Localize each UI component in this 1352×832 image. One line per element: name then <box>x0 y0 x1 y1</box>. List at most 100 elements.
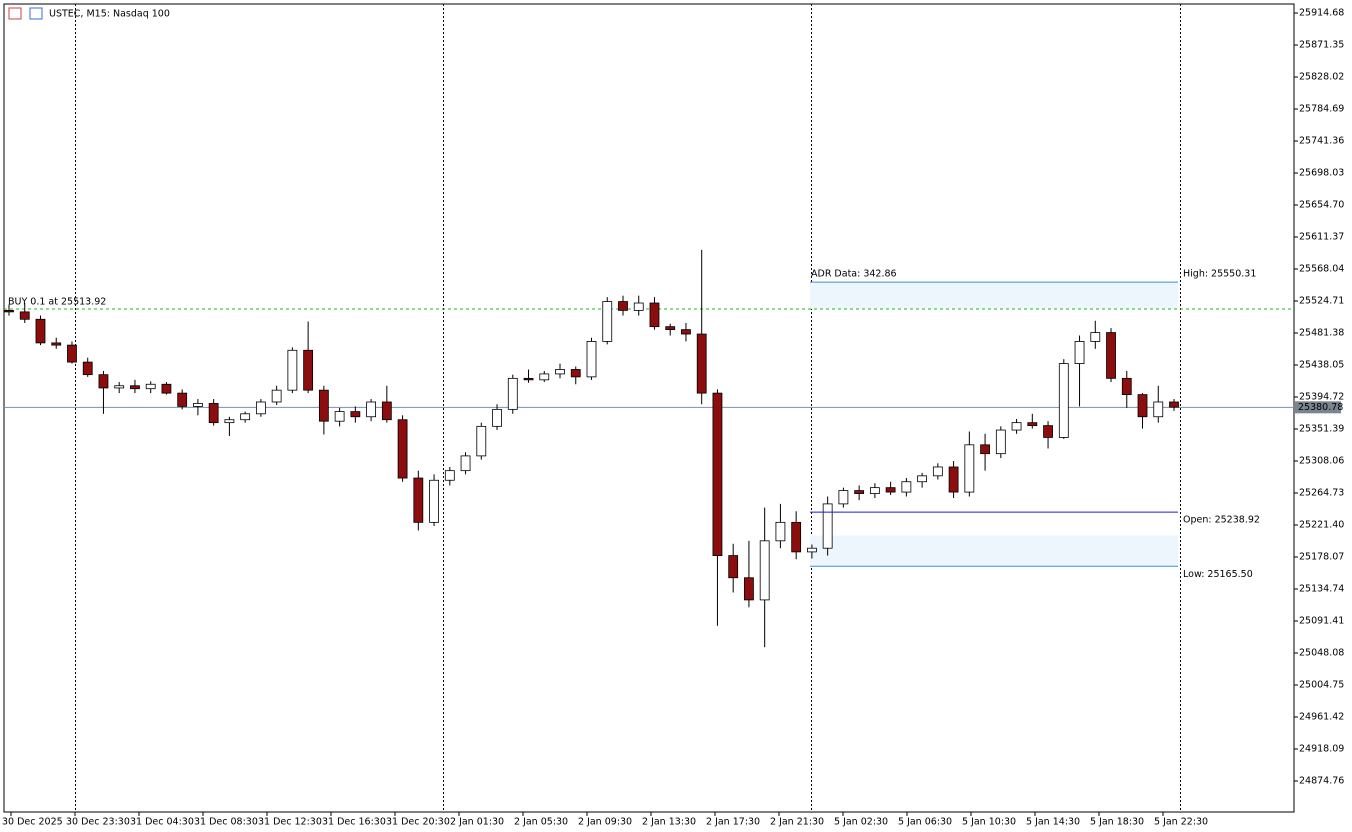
candle-body <box>255 401 266 415</box>
candle-body <box>350 411 361 418</box>
candle-body <box>523 377 534 381</box>
candle-body <box>303 349 314 391</box>
candle-body <box>208 403 219 424</box>
adr-level-label: Open: 25238.92 <box>1183 515 1260 526</box>
candle-body <box>586 341 597 378</box>
candle-body <box>240 413 251 421</box>
candle-body <box>35 318 46 344</box>
candle-body <box>145 383 156 390</box>
candle-body <box>1106 332 1116 379</box>
candle-body <box>397 419 408 479</box>
candle-body <box>1027 422 1038 427</box>
candle-body <box>177 392 188 407</box>
adr-level-label: High: 25550.31 <box>1183 269 1256 280</box>
x-tick-label: 31 Dec 04:30 <box>130 817 194 828</box>
candle-body <box>1058 363 1069 438</box>
candle-body <box>444 470 455 481</box>
candle-body <box>19 311 30 320</box>
x-tick-label: 2 Jan 17:30 <box>706 817 760 828</box>
candle-body <box>287 349 298 391</box>
candle-body <box>161 383 172 394</box>
y-tick-label: 25264.73 <box>1299 488 1344 499</box>
candle-body <box>1043 425 1053 438</box>
y-tick-label: 25828.02 <box>1299 72 1344 83</box>
x-tick-label: 2 Jan 21:30 <box>770 817 824 828</box>
candle-body <box>633 302 644 311</box>
x-tick-label: 30 Dec 2025 <box>2 817 63 828</box>
x-tick-label: 2 Jan 13:30 <box>642 817 696 828</box>
day-separators <box>75 4 1181 812</box>
candle-body <box>759 540 770 601</box>
price-tag-label: 25380.78 <box>1298 402 1343 413</box>
x-tick-label: 5 Jan 10:30 <box>962 817 1016 828</box>
candle-body <box>917 475 928 483</box>
x-tick-label: 5 Jan 02:30 <box>834 817 888 828</box>
y-tick-label: 25481.38 <box>1299 328 1344 339</box>
candle-body <box>555 369 565 375</box>
candle-body <box>224 419 235 424</box>
y-tick-label: 25438.05 <box>1299 360 1344 371</box>
candle-body <box>318 389 329 422</box>
x-tick-label: 5 Jan 18:30 <box>1090 817 1144 828</box>
title-icons <box>8 7 43 20</box>
candle-body <box>649 302 660 328</box>
y-tick-label: 25568.04 <box>1299 264 1344 275</box>
candle-body <box>1090 332 1101 342</box>
candle-body <box>51 342 62 346</box>
candle-body <box>807 547 817 553</box>
y-tick-label: 25178.07 <box>1299 552 1344 563</box>
adr-title: ADR Data: 342.86 <box>811 269 897 280</box>
price-tag <box>1295 401 1341 414</box>
x-tick-label: 31 Dec 20:30 <box>386 817 450 828</box>
x-tick-label: 31 Dec 08:30 <box>194 817 258 828</box>
candle-body <box>838 490 849 505</box>
x-tick-label: 2 Jan 05:30 <box>514 817 568 828</box>
adr-zone <box>810 535 1178 567</box>
candle-body <box>130 385 140 390</box>
x-tick-label: 2 Jan 09:30 <box>578 817 632 828</box>
y-tick-label: 25784.69 <box>1299 104 1344 115</box>
candle-body <box>1137 394 1148 418</box>
candle-body <box>82 361 93 376</box>
candle-body <box>775 521 786 542</box>
candle-body <box>492 408 502 427</box>
plot-frame <box>3 3 1295 813</box>
y-tick-label: 25524.71 <box>1299 296 1344 307</box>
x-tick-label: 30 Dec 23:30 <box>66 817 130 828</box>
y-tick-label: 25741.36 <box>1299 136 1344 147</box>
candle-body <box>901 481 912 493</box>
y-tick-label: 25351.39 <box>1299 424 1344 435</box>
candle-body <box>665 326 676 331</box>
candle-body <box>507 377 518 410</box>
candle-body <box>618 301 628 311</box>
x-tick-label: 2 Jan 01:30 <box>450 817 504 828</box>
candle-body <box>429 479 439 523</box>
y-tick-label: 25871.35 <box>1299 40 1344 51</box>
y-tick-label: 25394.72 <box>1299 392 1344 403</box>
chart-title: USTEC, M15: Nasdaq 100 <box>49 9 170 20</box>
y-tick-label: 25134.74 <box>1299 584 1344 595</box>
candle-body <box>1121 377 1132 395</box>
candle-body <box>1153 401 1164 418</box>
y-tick-label: 25091.41 <box>1299 616 1344 627</box>
candle-body <box>995 429 1006 455</box>
candle-body <box>1011 422 1022 431</box>
adr-zone <box>810 282 1178 309</box>
icon <box>8 7 22 20</box>
y-tick-label: 24961.42 <box>1299 712 1344 723</box>
y-tick-label: 25004.75 <box>1299 680 1344 691</box>
y-tick-label: 24874.76 <box>1299 776 1344 787</box>
candle-body <box>791 521 802 553</box>
candle-body <box>744 577 754 601</box>
adr-level-label: Low: 25165.50 <box>1183 569 1253 580</box>
y-tick-label: 25698.03 <box>1299 168 1344 179</box>
x-tick-label: 31 Dec 16:30 <box>322 817 386 828</box>
candle-body <box>822 503 833 549</box>
candle-body <box>885 487 896 493</box>
candle-body <box>413 477 424 523</box>
candle-body <box>1074 341 1085 364</box>
candle-body <box>4 310 14 313</box>
candle-body <box>712 392 723 556</box>
candle-body <box>570 369 581 378</box>
candle-body <box>271 389 282 403</box>
